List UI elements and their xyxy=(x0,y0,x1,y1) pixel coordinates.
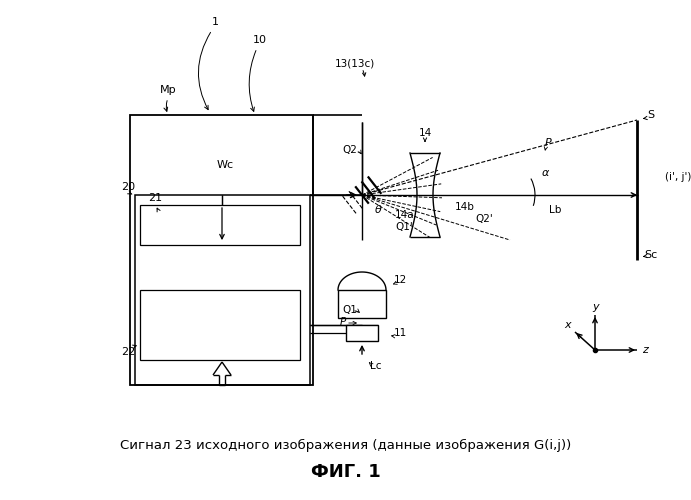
Text: (i', j'): (i', j') xyxy=(665,172,691,182)
Text: θ: θ xyxy=(375,205,381,215)
Text: Mp: Mp xyxy=(160,85,176,95)
Bar xyxy=(338,290,386,318)
Text: ФИГ. 1: ФИГ. 1 xyxy=(311,463,381,481)
Text: 1: 1 xyxy=(211,17,218,27)
Text: 21: 21 xyxy=(148,193,162,203)
Bar xyxy=(140,205,300,245)
Text: Q1: Q1 xyxy=(342,305,357,315)
Text: z: z xyxy=(642,345,648,355)
Text: 10: 10 xyxy=(253,35,267,45)
Text: Сигнал 23 исходного изображения (данные изображения G(i,j)): Сигнал 23 исходного изображения (данные … xyxy=(120,438,571,452)
Text: y: y xyxy=(593,302,599,312)
Text: x: x xyxy=(565,320,571,330)
Text: P: P xyxy=(340,317,346,327)
Text: 14: 14 xyxy=(418,128,432,138)
Text: 14a: 14a xyxy=(395,210,415,220)
Text: Q1': Q1' xyxy=(395,222,413,232)
Text: S: S xyxy=(647,110,654,120)
Bar xyxy=(135,195,310,385)
Text: 22: 22 xyxy=(121,347,135,357)
Text: 20: 20 xyxy=(121,182,135,192)
Text: Sc: Sc xyxy=(645,250,658,260)
Text: Q2: Q2 xyxy=(343,145,357,155)
Text: 11: 11 xyxy=(393,328,406,338)
Text: Q2': Q2' xyxy=(475,214,493,224)
Text: Wc: Wc xyxy=(216,160,234,170)
Text: 14b: 14b xyxy=(455,202,475,212)
Bar xyxy=(346,325,378,341)
Text: P: P xyxy=(545,138,551,148)
Text: α: α xyxy=(541,168,549,178)
Text: Lb: Lb xyxy=(549,205,561,215)
Text: 12: 12 xyxy=(393,275,406,285)
Text: Lc: Lc xyxy=(370,361,381,371)
Bar xyxy=(140,290,300,360)
Text: 13(13c): 13(13c) xyxy=(335,58,375,68)
Bar xyxy=(130,115,313,385)
